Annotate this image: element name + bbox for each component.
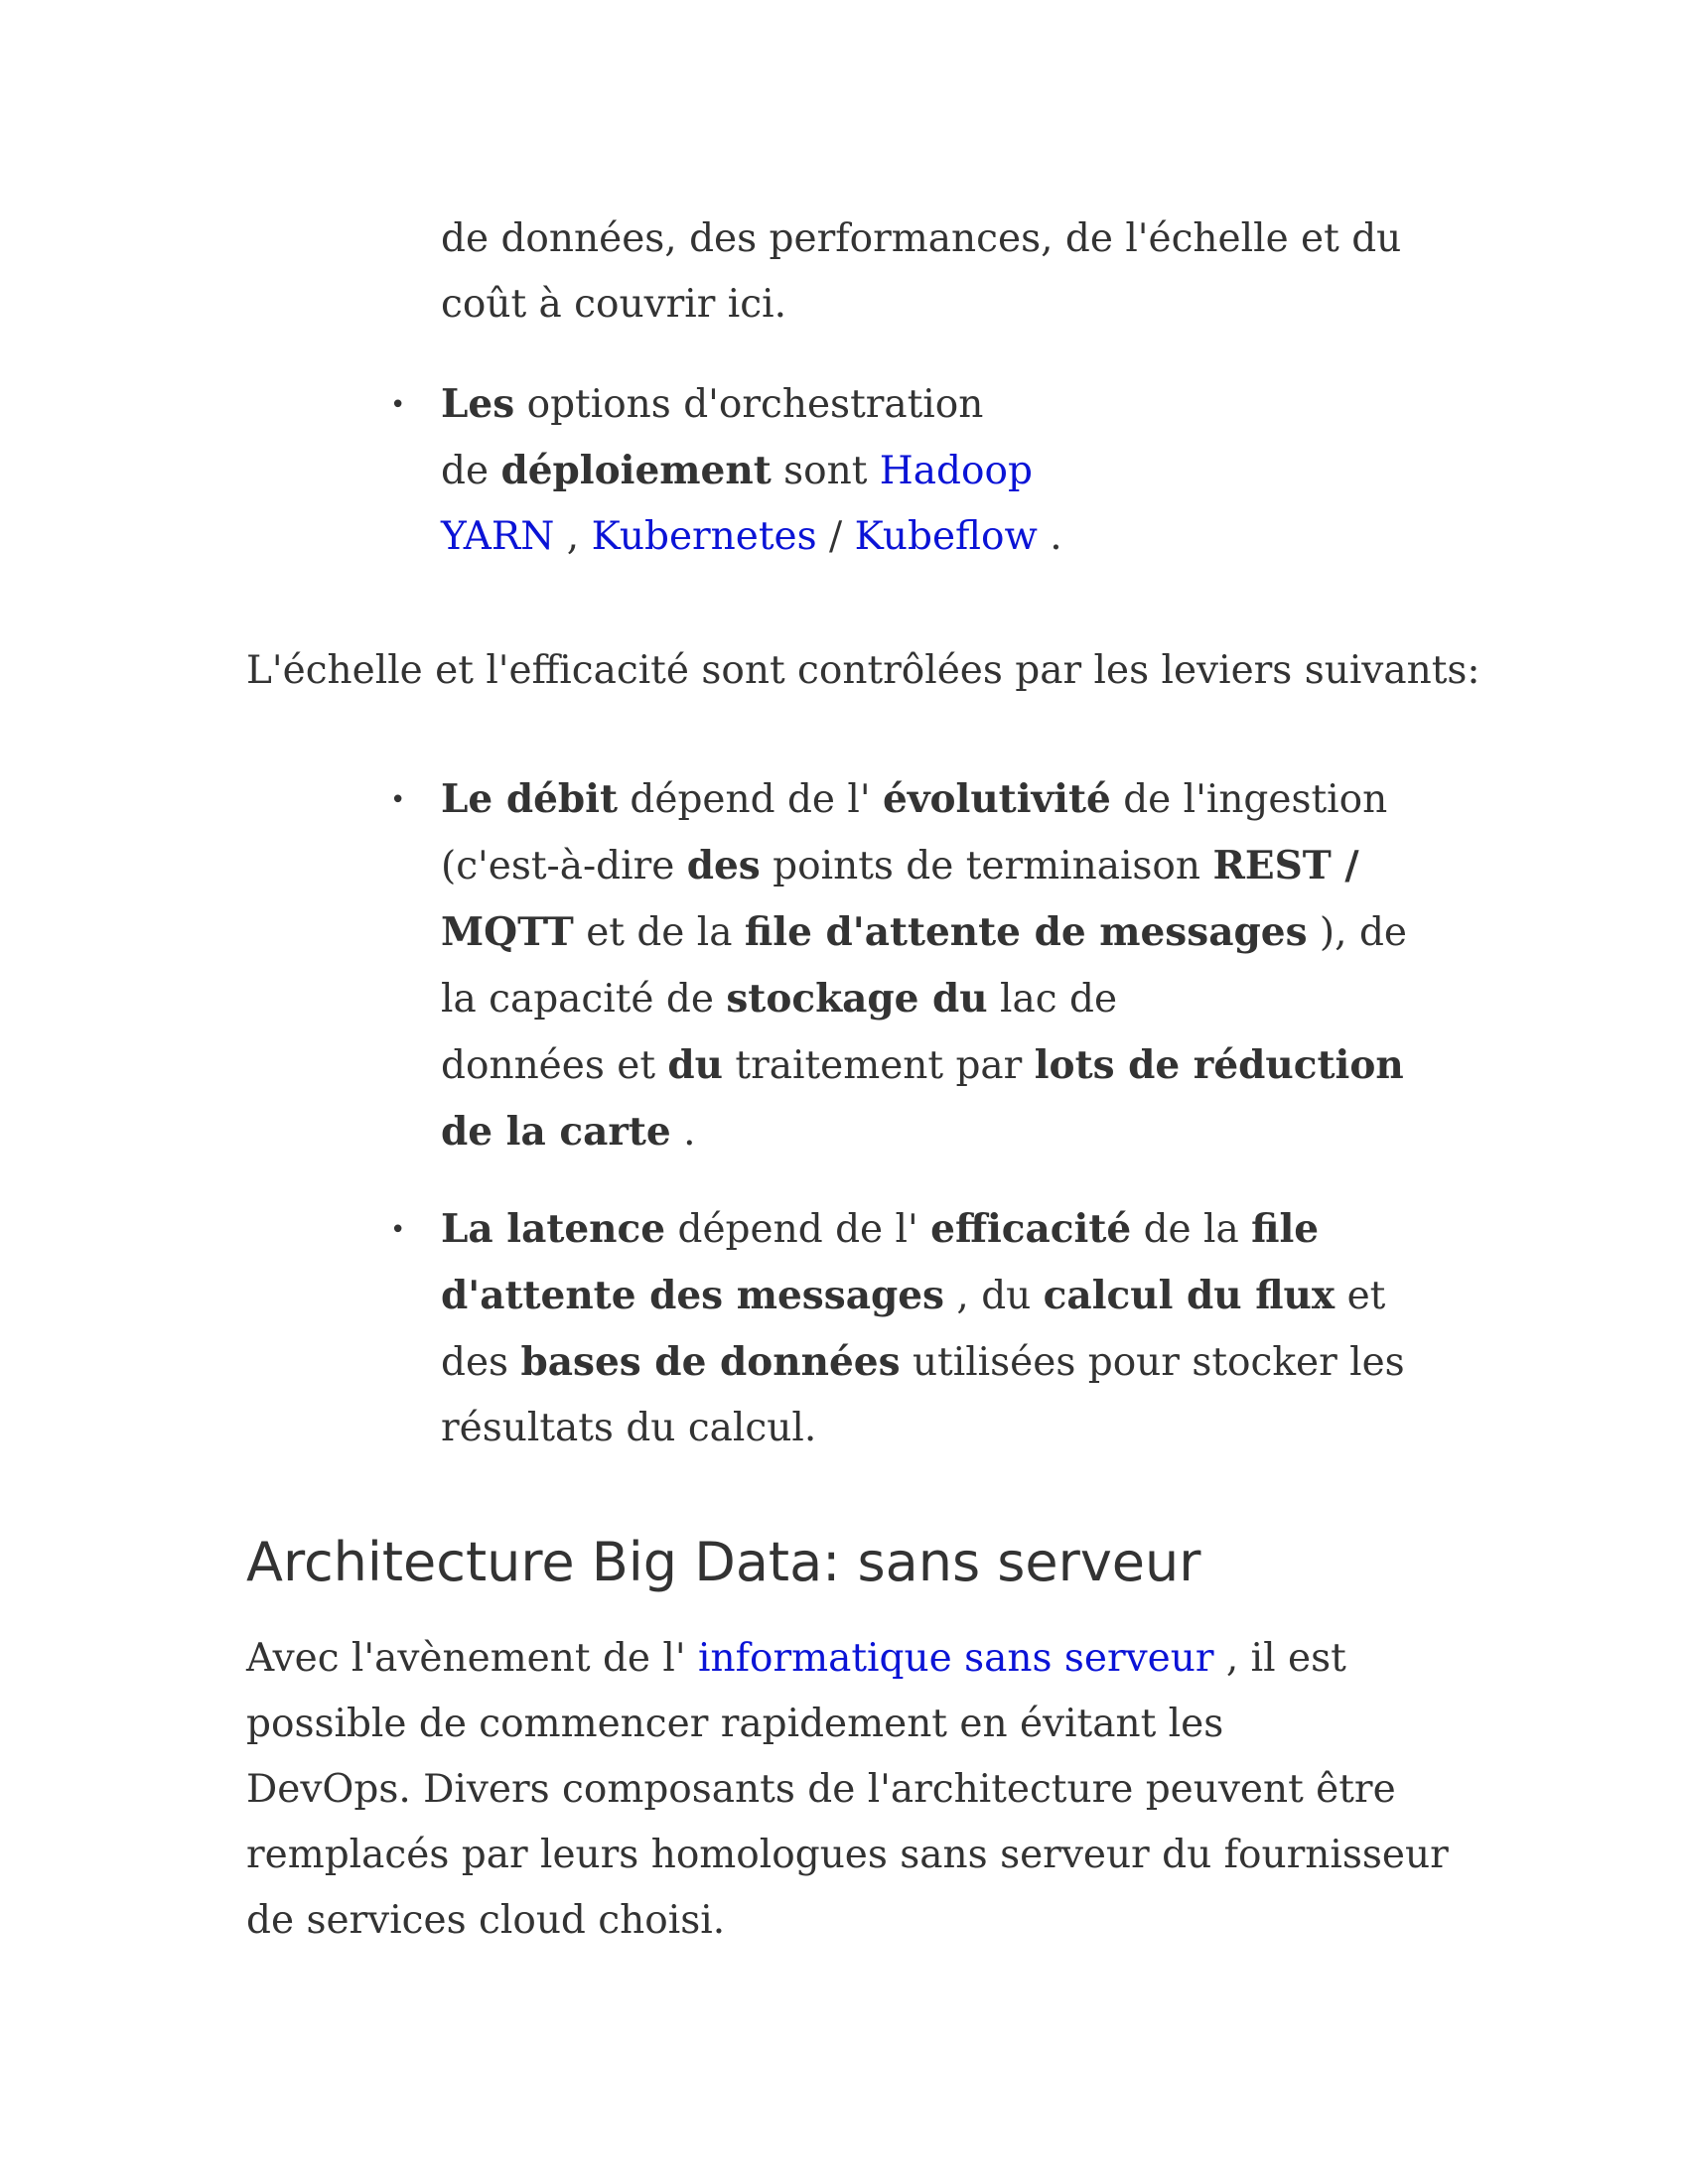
bold-text: calcul du flux <box>1043 1273 1336 1318</box>
text-run: Avec l'avènement de l' <box>246 1636 698 1681</box>
bold-text: REST / <box>1212 843 1359 888</box>
bullet-icon: • <box>390 390 406 420</box>
bold-text: évolutivité <box>883 776 1111 822</box>
link-text[interactable]: YARN <box>441 514 555 559</box>
link-kubernetes[interactable]: Kubernetes <box>592 514 817 559</box>
text-line: possible de commencer rapidement en évit… <box>246 1702 1224 1746</box>
link-serverless-computing[interactable]: informatique sans serveur <box>698 1636 1214 1681</box>
bold-text: lots de réduction <box>1034 1042 1404 1088</box>
text-run: , il est <box>1213 1636 1346 1681</box>
bold-text: de la carte <box>441 1109 671 1155</box>
text-line: La latence dépend de l' efficacité de la… <box>441 1196 1434 1263</box>
text-line: Avec l'avènement de l' informatique sans… <box>246 1626 1487 1692</box>
text-line: la capacité de stockage du lac de <box>441 966 1434 1032</box>
text-line: d'attente des messages , du calcul du fl… <box>441 1263 1434 1329</box>
text-run: , <box>554 514 592 559</box>
text-line: de services cloud choisi. <box>246 1898 726 1943</box>
text-line: de la carte . <box>441 1099 1434 1165</box>
text-run: de la <box>1131 1207 1252 1252</box>
bold-text: file d'attente de messages <box>744 909 1308 955</box>
bold-text: La latence <box>441 1206 666 1252</box>
text-line: des bases de données utilisées pour stoc… <box>441 1329 1434 1396</box>
text-run: traitement par <box>723 1043 1035 1088</box>
bold-text: file <box>1251 1206 1320 1252</box>
text-line: de déploiement sont Hadoop <box>441 438 1156 504</box>
bold-text: déploiement <box>500 448 772 493</box>
text-line: de données, des performances, de l'échel… <box>441 206 1414 272</box>
serverless-paragraph: Avec l'avènement de l' informatique sans… <box>246 1626 1487 1954</box>
bold-text: efficacité <box>930 1206 1132 1252</box>
list-item-throughput: Le débit dépend de l' évolutivité de l'i… <box>441 766 1434 1165</box>
text-run: points de terminaison <box>760 844 1213 888</box>
link-hadoop-yarn[interactable]: Hadoop <box>880 449 1033 493</box>
link-text[interactable]: Kubernetes <box>591 514 817 559</box>
list-item-latency: La latence dépend de l' efficacité de la… <box>441 1196 1434 1461</box>
text-run: / <box>816 514 855 559</box>
bold-text: stockage du <box>726 976 988 1022</box>
text-line: Les options d'orchestration <box>441 371 1156 438</box>
text-line: YARN , Kubernetes / Kubeflow . <box>441 504 1156 570</box>
link-text[interactable]: Kubeflow <box>854 514 1038 559</box>
text-line: Le débit dépend de l' évolutivité de l'i… <box>441 766 1434 833</box>
link-kubeflow[interactable]: Kubeflow <box>855 514 1038 559</box>
text-run: (c'est-à-dire <box>441 844 687 888</box>
text-run: résultats du calcul. <box>441 1406 817 1450</box>
text-run: options d'orchestration <box>514 382 984 427</box>
section-heading: Architecture Big Data: sans serveur <box>246 1531 1201 1593</box>
list-item-continuation: de données, des performances, de l'échel… <box>441 206 1414 338</box>
bullet-icon: • <box>390 1215 406 1245</box>
text-run: . <box>670 1110 696 1155</box>
text-line: MQTT et de la file d'attente de messages… <box>441 899 1434 966</box>
list-item-deployment: Les options d'orchestration de déploieme… <box>441 371 1156 570</box>
text-line: DevOps. Divers composants de l'architect… <box>246 1767 1396 1812</box>
bold-text: Le débit <box>441 776 618 822</box>
bullet-icon: • <box>390 785 406 815</box>
link-text[interactable]: Hadoop <box>879 449 1033 493</box>
text-run: ), de <box>1307 910 1407 955</box>
text-run: coût à couvrir ici. <box>441 282 786 327</box>
text-line: données et du traitement par lots de réd… <box>441 1032 1434 1099</box>
text-run: de <box>441 449 501 493</box>
text-line: L'échelle et l'efficacité sont contrôlée… <box>246 648 1480 693</box>
text-run: la capacité de <box>441 977 727 1022</box>
text-run: dépend de l' <box>665 1207 931 1252</box>
bold-text: Les <box>441 381 515 427</box>
bold-text: des <box>686 843 761 888</box>
link-text[interactable]: informatique sans serveur <box>697 1636 1214 1681</box>
text-run: utilisées pour stocker les <box>900 1340 1405 1385</box>
text-line: résultats du calcul. <box>441 1396 1434 1461</box>
text-run: sont <box>771 449 880 493</box>
bold-text: du <box>667 1042 724 1088</box>
text-run: de données, des performances, de l'échel… <box>441 216 1402 261</box>
bold-text: MQTT <box>441 909 574 955</box>
text-run: données et <box>441 1043 668 1088</box>
bold-text: bases de données <box>520 1339 901 1385</box>
text-line: (c'est-à-dire des points de terminaison … <box>441 833 1434 899</box>
text-line: remplacés par leurs homologues sans serv… <box>246 1833 1449 1877</box>
text-run: et de la <box>573 910 745 955</box>
intro-paragraph: L'échelle et l'efficacité sont contrôlée… <box>246 638 1487 704</box>
text-run: dépend de l' <box>618 777 884 822</box>
text-run: et <box>1335 1274 1386 1318</box>
bold-text: d'attente des messages <box>441 1273 944 1318</box>
text-run: . <box>1037 514 1062 559</box>
text-line: coût à couvrir ici. <box>441 272 1414 338</box>
text-run: lac de <box>987 977 1118 1022</box>
text-run: , du <box>944 1274 1044 1318</box>
link-hadoop-yarn-cont[interactable]: YARN <box>441 514 554 559</box>
text-run: de l'ingestion <box>1110 777 1388 822</box>
text-run: des <box>441 1340 521 1385</box>
